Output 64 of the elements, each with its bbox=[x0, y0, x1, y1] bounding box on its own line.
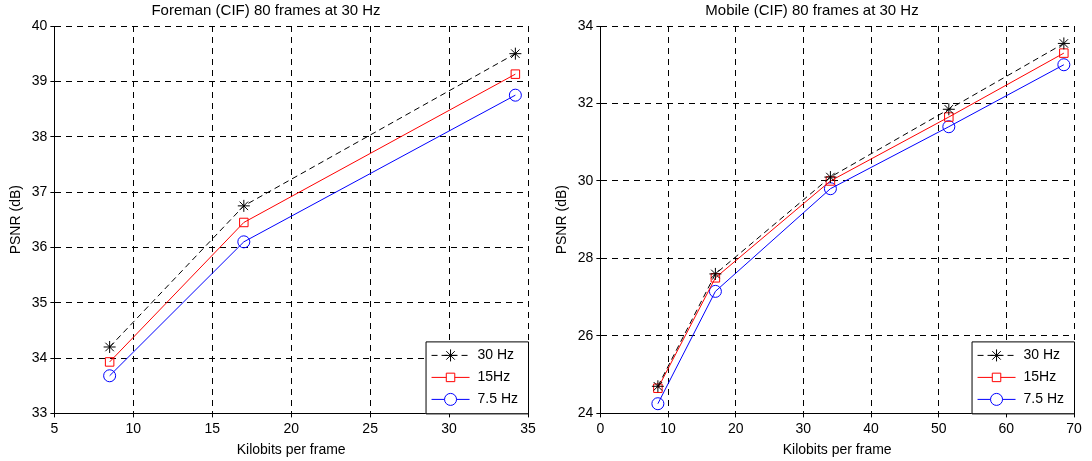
chart-title: Mobile (CIF) 80 frames at 30 Hz bbox=[705, 1, 919, 19]
y-tick-label: 40 bbox=[31, 16, 48, 33]
x-tick-label: 50 bbox=[930, 419, 947, 436]
y-tick-label: 36 bbox=[31, 238, 48, 255]
x-tick-label: 30 bbox=[795, 419, 812, 436]
y-tick-label: 24 bbox=[577, 404, 594, 421]
point bbox=[708, 284, 722, 298]
point bbox=[942, 120, 956, 134]
point bbox=[1059, 48, 1069, 58]
point bbox=[944, 112, 954, 122]
point bbox=[103, 369, 117, 383]
point bbox=[708, 267, 722, 281]
point bbox=[508, 47, 522, 61]
legend-label: 15Hz bbox=[1023, 368, 1057, 385]
x-tick-label: 0 bbox=[596, 419, 605, 436]
chart-title: Foreman (CIF) 80 frames at 30 Hz bbox=[151, 1, 381, 19]
point bbox=[653, 383, 663, 393]
x-tick-label: 40 bbox=[863, 419, 880, 436]
point bbox=[651, 379, 665, 393]
legend-label: 7.5 Hz bbox=[1023, 390, 1065, 407]
point bbox=[104, 357, 115, 367]
point bbox=[239, 217, 249, 228]
y-tick-label: 38 bbox=[31, 127, 48, 144]
point bbox=[103, 340, 117, 354]
x-axis-title: Kilobits per frame bbox=[236, 441, 346, 458]
y-axis-title: PSNR (dB) bbox=[7, 185, 24, 255]
y-tick-label: 35 bbox=[31, 293, 48, 310]
x-tick-label: 20 bbox=[727, 419, 744, 436]
x-tick-label: 30 bbox=[441, 419, 458, 436]
point bbox=[710, 273, 721, 283]
y-tick-label: 33 bbox=[31, 404, 48, 421]
y-tick-label: 39 bbox=[31, 72, 48, 89]
x-tick-label: 35 bbox=[520, 419, 536, 436]
point bbox=[510, 69, 521, 79]
y-tick-label: 34 bbox=[577, 16, 594, 33]
y-tick-label: 28 bbox=[577, 249, 594, 266]
x-tick-label: 20 bbox=[283, 419, 300, 436]
x-tick-label: 25 bbox=[362, 419, 379, 436]
y-axis-title: PSNR (dB) bbox=[553, 185, 570, 255]
x-tick-label: 70 bbox=[1066, 419, 1082, 436]
point bbox=[237, 199, 251, 213]
legend-label: 15Hz bbox=[477, 368, 511, 385]
y-tick-label: 37 bbox=[31, 182, 48, 199]
point bbox=[651, 397, 665, 411]
y-tick-label: 26 bbox=[577, 326, 594, 343]
point bbox=[237, 235, 251, 249]
x-tick-label: 15 bbox=[204, 419, 221, 436]
x-tick-label: 5 bbox=[50, 419, 59, 436]
y-tick-label: 34 bbox=[31, 348, 48, 365]
point bbox=[823, 182, 837, 196]
point bbox=[1057, 36, 1071, 50]
point bbox=[508, 88, 522, 102]
x-tick-label: 10 bbox=[125, 419, 142, 436]
legend-label: 30 Hz bbox=[477, 346, 515, 363]
y-tick-label: 32 bbox=[577, 94, 594, 111]
legend-label: 7.5 Hz bbox=[477, 390, 519, 407]
point bbox=[823, 170, 837, 184]
y-tick-label: 30 bbox=[577, 171, 594, 188]
point bbox=[942, 102, 956, 116]
x-tick-label: 60 bbox=[998, 419, 1015, 436]
point bbox=[1057, 58, 1071, 72]
x-tick-label: 10 bbox=[660, 419, 677, 436]
legend-label: 30 Hz bbox=[1023, 346, 1061, 363]
x-axis-title: Kilobits per frame bbox=[782, 441, 892, 458]
